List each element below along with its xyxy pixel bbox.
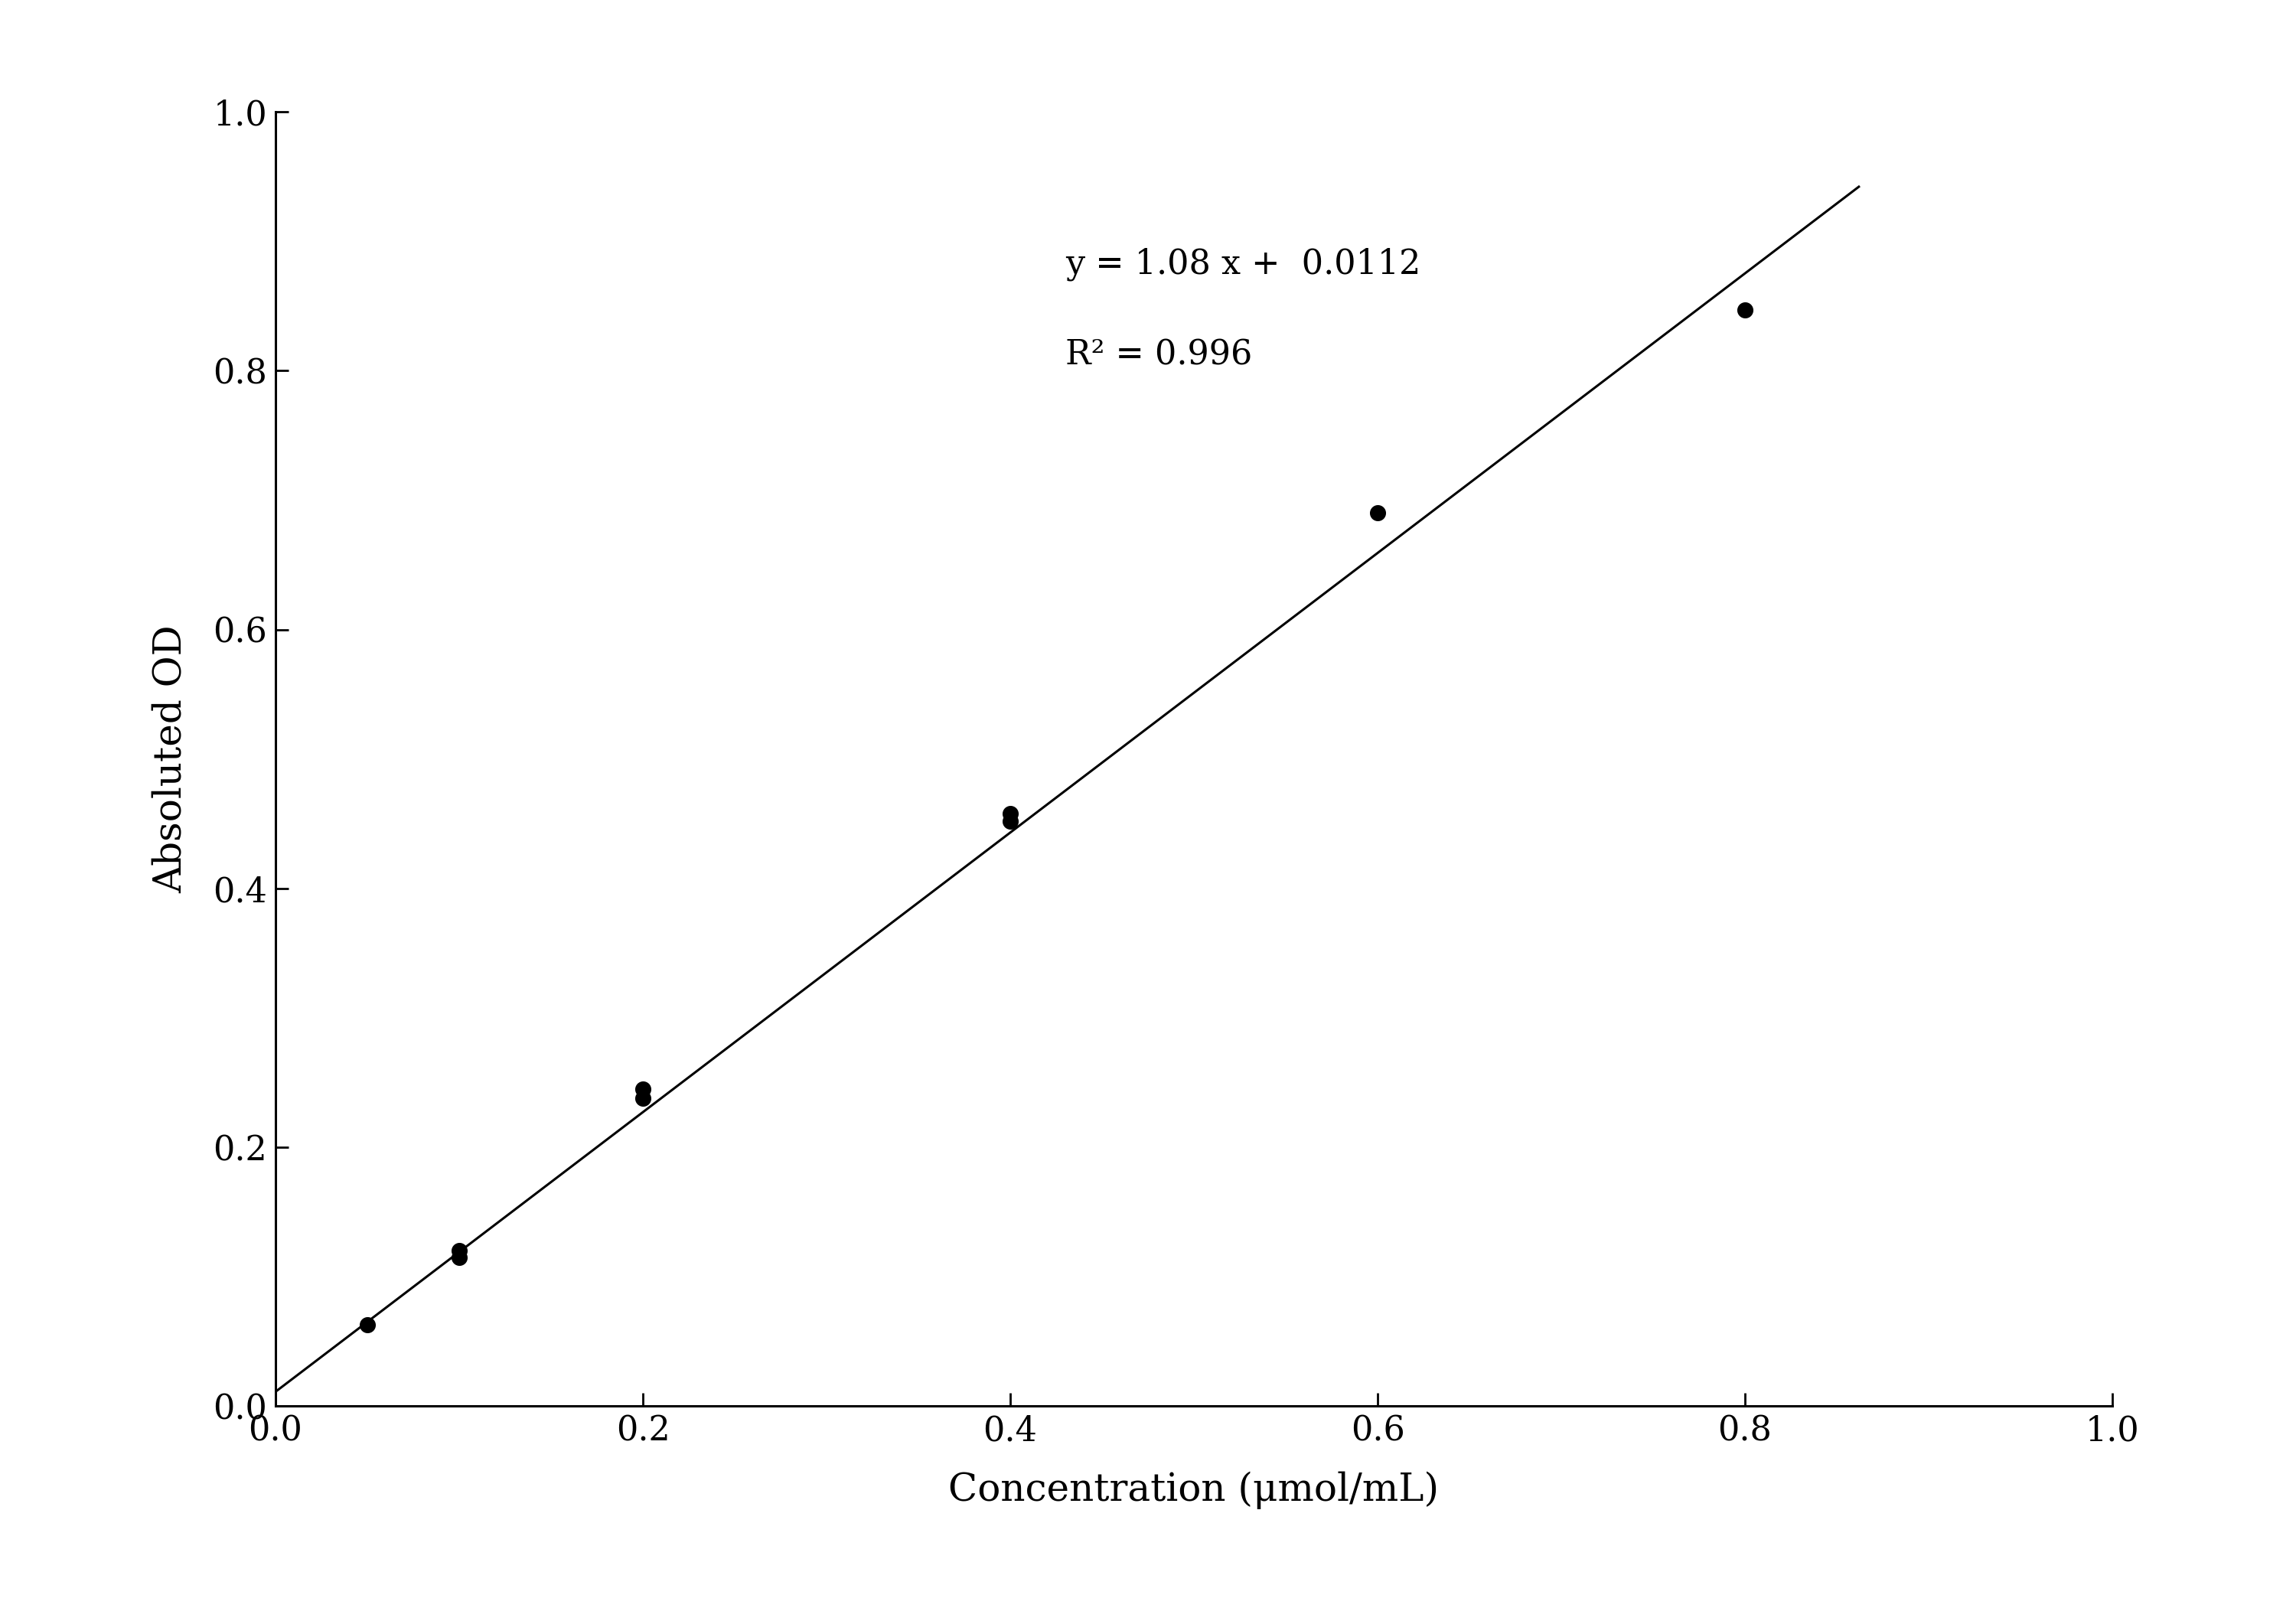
Point: [625, 1085, 661, 1111]
Point: [992, 809, 1029, 834]
Point: [1359, 500, 1396, 526]
Point: [1727, 297, 1763, 323]
Point: [625, 1077, 661, 1103]
Point: [441, 1238, 478, 1264]
X-axis label: Concentration (μmol/mL): Concentration (μmol/mL): [948, 1472, 1440, 1509]
Text: y = 1.08 x +  0.0112: y = 1.08 x + 0.0112: [1065, 248, 1421, 281]
Point: [992, 801, 1029, 826]
Point: [349, 1312, 386, 1338]
Text: R² = 0.996: R² = 0.996: [1065, 339, 1251, 371]
Point: [441, 1245, 478, 1270]
Y-axis label: Absoluted OD: Absoluted OD: [152, 625, 188, 893]
